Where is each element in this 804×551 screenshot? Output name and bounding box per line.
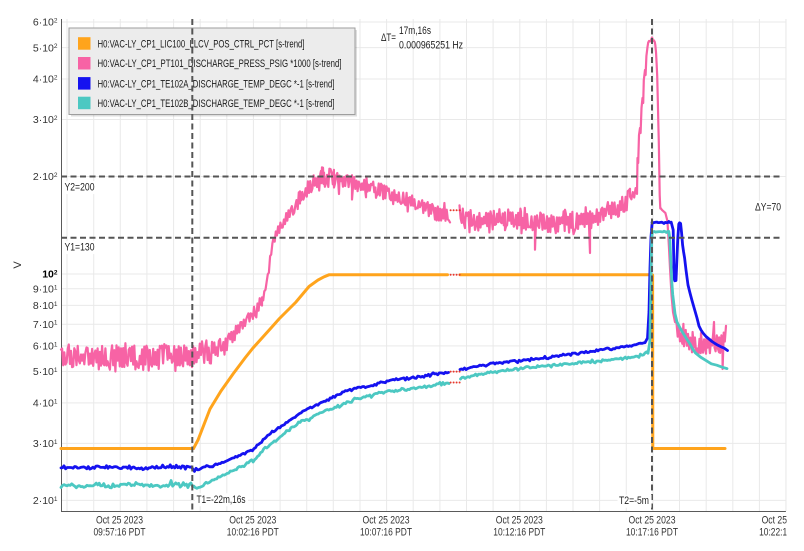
svg-text:Oct 25 2023: Oct 25 2023: [229, 515, 276, 527]
svg-text:Oct 25 2023: Oct 25 2023: [96, 515, 143, 527]
svg-text:9·101: 9·101: [33, 284, 58, 296]
svg-text:H0:VAC-LY_CP1_TE102B_DISCHARGE: H0:VAC-LY_CP1_TE102B_DISCHARGE_TEMP_DEGC…: [98, 98, 335, 110]
svg-text:09:57:16 PDT: 09:57:16 PDT: [94, 527, 146, 539]
svg-text:Oct 25 2023: Oct 25 2023: [496, 515, 543, 527]
svg-text:Oct 25 2023: Oct 25 2023: [762, 515, 804, 527]
svg-text:10:17:16 PDT: 10:17:16 PDT: [626, 527, 678, 539]
svg-text:17m,16s: 17m,16s: [399, 25, 431, 37]
svg-text:4·102: 4·102: [33, 74, 58, 86]
svg-text:T1=-22m,16s: T1=-22m,16s: [197, 494, 246, 506]
svg-text:10:07:16 PDT: 10:07:16 PDT: [360, 527, 412, 539]
svg-text:H0:VAC-LY_CP1_TE102A_DISCHARGE: H0:VAC-LY_CP1_TE102A_DISCHARGE_TEMP_DEGC…: [98, 78, 335, 90]
svg-text:Y1=130: Y1=130: [65, 242, 95, 254]
svg-text:T2=-5m: T2=-5m: [619, 495, 649, 507]
svg-text:V: V: [12, 261, 24, 269]
svg-text:2·102: 2·102: [33, 171, 58, 183]
svg-text:Oct 25 2023: Oct 25 2023: [629, 515, 676, 527]
svg-text:5·102: 5·102: [33, 42, 58, 54]
svg-text:3·101: 3·101: [33, 438, 58, 450]
svg-text:10:02:16 PDT: 10:02:16 PDT: [227, 527, 279, 539]
svg-text:7·101: 7·101: [33, 319, 58, 331]
svg-text:10:12:16 PDT: 10:12:16 PDT: [493, 527, 545, 539]
svg-text:10:22:16 PDT: 10:22:16 PDT: [759, 527, 804, 539]
svg-text:Oct 25 2023: Oct 25 2023: [363, 515, 410, 527]
svg-text:8·101: 8·101: [33, 300, 58, 312]
svg-text:ΔT=: ΔT=: [381, 32, 396, 44]
svg-text:H0:VAC-LY_CP1_LIC100_LLCV_POS_: H0:VAC-LY_CP1_LIC100_LLCV_POS_CTRL_PCT […: [98, 38, 305, 50]
svg-text:H0:VAC-LY_CP1_PT101_DISCHARGE_: H0:VAC-LY_CP1_PT101_DISCHARGE_PRESS_PSIG…: [98, 58, 342, 70]
svg-text:3·102: 3·102: [33, 114, 58, 126]
svg-text:ΔY=70: ΔY=70: [755, 201, 781, 213]
svg-text:5·101: 5·101: [33, 366, 58, 378]
svg-text:2·101: 2·101: [33, 495, 58, 507]
svg-text:0.000965251 Hz: 0.000965251 Hz: [399, 40, 463, 52]
svg-text:6·102: 6·102: [33, 17, 58, 29]
svg-text:6·101: 6·101: [33, 341, 58, 353]
svg-text:Y2=200: Y2=200: [65, 182, 95, 194]
svg-text:4·101: 4·101: [33, 398, 58, 410]
